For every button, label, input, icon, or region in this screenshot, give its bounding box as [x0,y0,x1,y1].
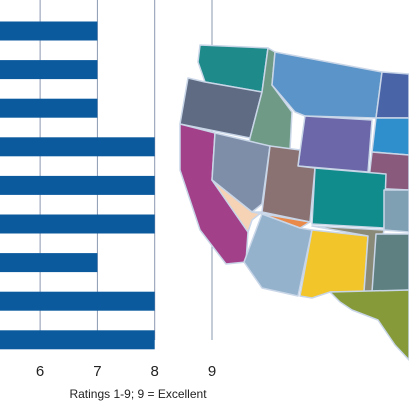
bar [0,137,155,157]
bar [0,98,98,118]
bar [0,21,98,41]
x-tick-label: 8 [151,363,159,380]
x-tick-label: 7 [93,363,101,380]
bar [0,175,155,195]
bar [0,330,155,350]
map [179,44,409,361]
x-tick-label: 6 [36,363,44,380]
x-axis-label: Ratings 1-9; 9 = Excellent [69,387,207,401]
bar [0,60,98,80]
bar [0,291,155,311]
bar [0,253,98,273]
x-tick-label: 9 [208,363,216,380]
bar [0,214,155,234]
